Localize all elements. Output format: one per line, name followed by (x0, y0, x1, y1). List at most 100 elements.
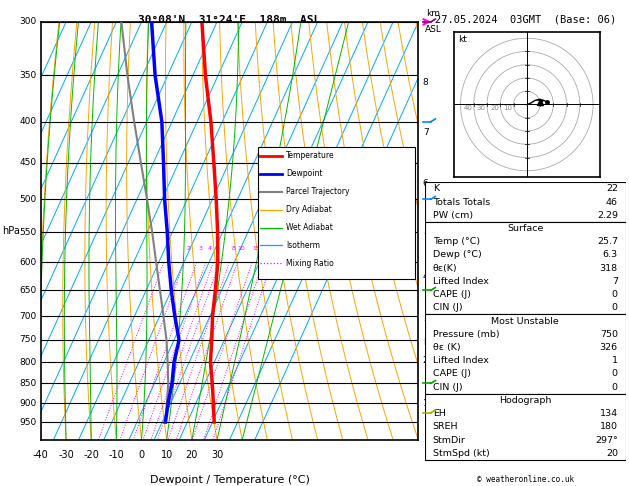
Text: Lifted Index: Lifted Index (433, 356, 489, 365)
Text: 900: 900 (19, 399, 36, 408)
Text: 0: 0 (612, 369, 618, 379)
Text: -10: -10 (108, 450, 125, 460)
Text: Dewp (°C): Dewp (°C) (433, 250, 481, 260)
Text: Surface: Surface (507, 224, 543, 233)
Text: 5: 5 (423, 226, 428, 236)
Text: Temp (°C): Temp (°C) (433, 237, 480, 246)
Text: 350: 350 (19, 71, 36, 80)
Text: 750: 750 (19, 335, 36, 345)
Text: 134: 134 (599, 409, 618, 418)
Text: 25.7: 25.7 (597, 237, 618, 246)
Text: 2.29: 2.29 (597, 211, 618, 220)
Text: 550: 550 (19, 228, 36, 237)
Text: θε(K): θε(K) (433, 264, 457, 273)
Text: 1: 1 (612, 356, 618, 365)
Text: 0: 0 (612, 303, 618, 312)
Text: StmDir: StmDir (433, 435, 465, 445)
Bar (425, 222, 626, 314)
Text: Hodograph: Hodograph (499, 396, 552, 405)
Text: Mixing Ratio (g/kg): Mixing Ratio (g/kg) (452, 191, 460, 271)
Text: SREH: SREH (433, 422, 458, 432)
Text: 700: 700 (19, 312, 36, 320)
Text: Parcel Trajectory: Parcel Trajectory (286, 187, 350, 196)
Text: Most Unstable: Most Unstable (491, 316, 559, 326)
Text: 10: 10 (238, 246, 245, 251)
Text: Isotherm: Isotherm (286, 241, 320, 250)
Text: 950: 950 (19, 417, 36, 427)
Text: 850: 850 (19, 379, 36, 388)
Text: Wet Adiabat: Wet Adiabat (286, 223, 333, 232)
Text: 6: 6 (423, 179, 428, 188)
Text: Dewpoint: Dewpoint (286, 169, 323, 178)
Text: 3: 3 (423, 314, 428, 323)
Text: 0: 0 (138, 450, 145, 460)
Text: CIN (J): CIN (J) (433, 382, 462, 392)
Text: 3: 3 (199, 246, 203, 251)
Text: PW (cm): PW (cm) (433, 211, 473, 220)
Text: © weatheronline.co.uk: © weatheronline.co.uk (477, 474, 574, 484)
Text: -20: -20 (83, 450, 99, 460)
Text: LCL: LCL (423, 338, 438, 347)
Text: 30°08'N  31°24'E  188m  ASL: 30°08'N 31°24'E 188m ASL (138, 15, 321, 25)
Text: 20: 20 (186, 450, 198, 460)
Text: hPa: hPa (2, 226, 19, 236)
Text: Temperature: Temperature (286, 151, 335, 160)
Text: 800: 800 (19, 358, 36, 367)
Text: 40: 40 (464, 105, 472, 111)
Text: CAPE (J): CAPE (J) (433, 290, 470, 299)
Text: EH: EH (433, 409, 445, 418)
Text: 15: 15 (252, 246, 260, 251)
Text: 500: 500 (19, 195, 36, 204)
Text: Dry Adiabat: Dry Adiabat (286, 205, 332, 214)
Text: 5: 5 (216, 246, 220, 251)
Bar (425, 182, 626, 222)
Text: 7: 7 (423, 127, 428, 137)
Text: 7: 7 (612, 277, 618, 286)
Text: km: km (426, 9, 440, 17)
Bar (258, 147, 415, 278)
Bar (425, 314, 626, 394)
Text: Mixing Ratio: Mixing Ratio (286, 259, 334, 268)
Text: 22: 22 (606, 184, 618, 193)
Text: 20: 20 (263, 246, 271, 251)
Text: 297°: 297° (595, 435, 618, 445)
Text: Dewpoint / Temperature (°C): Dewpoint / Temperature (°C) (150, 475, 309, 486)
Text: 300: 300 (19, 17, 36, 26)
Text: 30: 30 (211, 450, 223, 460)
Text: θε (K): θε (K) (433, 343, 460, 352)
Text: Lifted Index: Lifted Index (433, 277, 489, 286)
Text: 326: 326 (599, 343, 618, 352)
Text: -40: -40 (33, 450, 49, 460)
Text: 650: 650 (19, 286, 36, 295)
Text: 180: 180 (600, 422, 618, 432)
Text: 0: 0 (612, 382, 618, 392)
Text: kt: kt (458, 35, 467, 44)
Text: ASL: ASL (425, 25, 442, 35)
Text: 6.3: 6.3 (603, 250, 618, 260)
Text: 1: 1 (423, 399, 428, 408)
Text: Totals Totals: Totals Totals (433, 198, 490, 207)
Text: 10: 10 (503, 105, 512, 111)
Text: 20: 20 (490, 105, 499, 111)
Text: 25: 25 (272, 246, 279, 251)
Text: CAPE (J): CAPE (J) (433, 369, 470, 379)
Text: Pressure (mb): Pressure (mb) (433, 330, 499, 339)
Text: 8: 8 (423, 78, 428, 87)
Bar (425, 394, 626, 460)
Text: 10: 10 (160, 450, 173, 460)
Text: 4: 4 (423, 272, 428, 281)
Text: 750: 750 (600, 330, 618, 339)
Text: 2: 2 (423, 356, 428, 365)
Text: 27.05.2024  03GMT  (Base: 06): 27.05.2024 03GMT (Base: 06) (435, 15, 616, 25)
Text: 8: 8 (231, 246, 235, 251)
Text: 0: 0 (612, 290, 618, 299)
Text: 30: 30 (477, 105, 486, 111)
Text: 20: 20 (606, 449, 618, 458)
Text: 400: 400 (19, 117, 36, 126)
Text: 450: 450 (19, 158, 36, 167)
Text: CIN (J): CIN (J) (433, 303, 462, 312)
Text: 4: 4 (208, 246, 212, 251)
Text: 46: 46 (606, 198, 618, 207)
Text: K: K (433, 184, 439, 193)
Text: StmSpd (kt): StmSpd (kt) (433, 449, 489, 458)
